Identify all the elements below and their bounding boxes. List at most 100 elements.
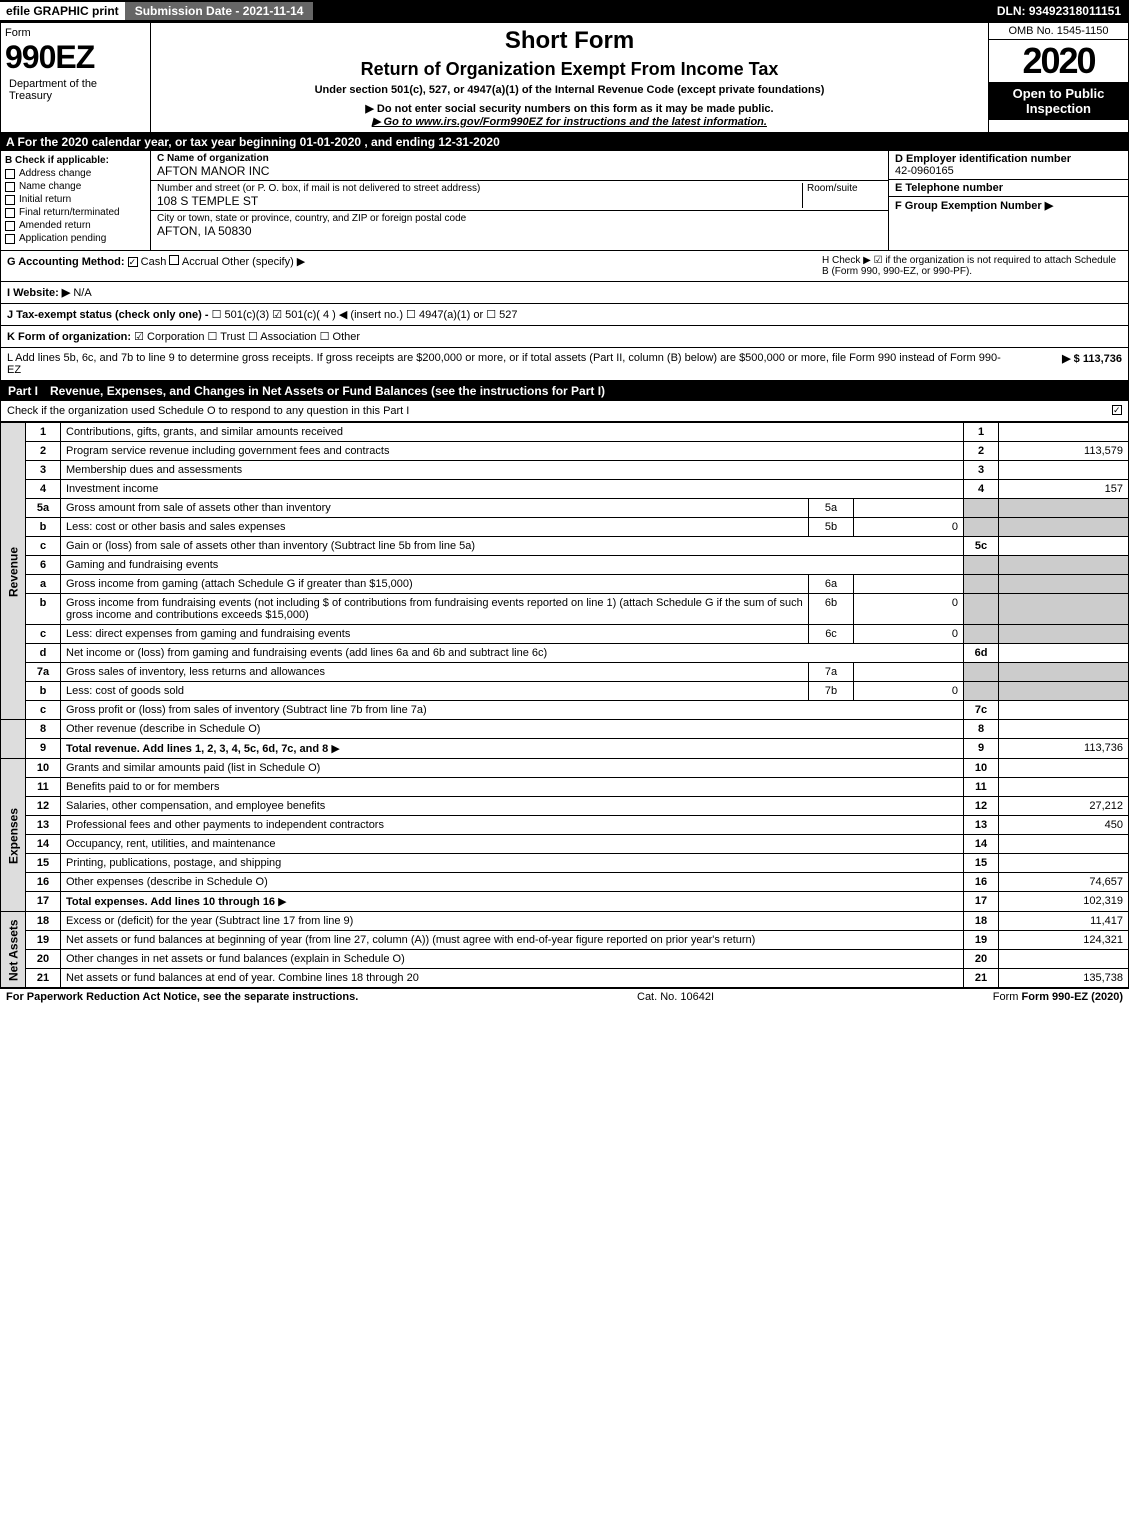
line-17: Total expenses. Add lines 10 through 16 … [61,892,964,912]
line-16-val: 74,657 [999,873,1129,892]
phone-label: E Telephone number [895,182,1122,194]
line-7a: Gross sales of inventory, less returns a… [61,663,809,682]
street-address: 108 S TEMPLE ST [157,194,802,208]
subtitle: Under section 501(c), 527, or 4947(a)(1)… [159,84,980,96]
check-accrual[interactable] [169,255,179,265]
line-9-val: 113,736 [999,739,1129,759]
line-7b-val: 0 [854,682,964,701]
check-schedule-o[interactable] [1112,405,1122,415]
line-2: Program service revenue including govern… [61,442,964,461]
footer-right: Form Form 990-EZ (2020) [993,991,1123,1003]
top-bar: efile GRAPHIC print Submission Date - 20… [0,0,1129,22]
check-address-change[interactable]: Address change [5,168,146,179]
line-13: Professional fees and other payments to … [61,816,964,835]
group-exemption-label: F Group Exemption Number ▶ [895,199,1122,212]
open-public: Open to Public Inspection [989,82,1128,120]
footer: For Paperwork Reduction Act Notice, see … [0,988,1129,1005]
tax-year: 2020 [989,40,1128,82]
line-4-val: 157 [999,480,1129,499]
netassets-label: Net Assets [1,912,26,988]
goto-link[interactable]: ▶ Go to www.irs.gov/Form990EZ for instru… [159,115,980,128]
section-g-h: G Accounting Method: Cash Accrual Other … [0,251,1129,282]
form-label: Form [5,27,146,39]
ssn-warning: ▶ Do not enter social security numbers o… [159,102,980,115]
form-number: 990EZ [5,39,146,76]
line-4: Investment income [61,480,964,499]
line-6a: Gross income from gaming (attach Schedul… [61,575,809,594]
section-b-title: B Check if applicable: [5,155,146,166]
check-initial-return[interactable]: Initial return [5,194,146,205]
line-20: Other changes in net assets or fund bala… [61,950,964,969]
line-2-val: 113,579 [999,442,1129,461]
dept-treasury: Department of the Treasury [5,76,146,104]
check-cash[interactable] [128,257,138,267]
check-name-change[interactable]: Name change [5,181,146,192]
website-value: N/A [73,287,91,299]
line-21: Net assets or fund balances at end of ye… [61,969,964,988]
section-l: L Add lines 5b, 6c, and 7b to line 9 to … [0,348,1129,381]
line-8: Other revenue (describe in Schedule O) [61,720,964,739]
omb-number: OMB No. 1545-1150 [989,23,1128,40]
check-final-return[interactable]: Final return/terminated [5,207,146,218]
line-16: Other expenses (describe in Schedule O) [61,873,964,892]
footer-left: For Paperwork Reduction Act Notice, see … [6,991,358,1003]
gross-receipts: ▶ $ 113,736 [1002,352,1122,376]
line-1: Contributions, gifts, grants, and simila… [61,423,964,442]
short-form-title: Short Form [159,27,980,55]
line-21-val: 135,738 [999,969,1129,988]
line-6: Gaming and fundraising events [61,556,964,575]
line-6b-val: 0 [854,594,964,625]
efile-label: efile GRAPHIC print [0,2,125,20]
ein-value: 42-0960165 [895,165,1122,177]
line-6b: Gross income from fundraising events (no… [61,594,809,625]
line-3: Membership dues and assessments [61,461,964,480]
line-18-val: 11,417 [999,912,1129,931]
period-bar: A For the 2020 calendar year, or tax yea… [0,133,1129,151]
part-1-table: Revenue 1Contributions, gifts, grants, a… [0,422,1129,988]
section-j: J Tax-exempt status (check only one) - ☐… [0,304,1129,326]
part-1-sub: Check if the organization used Schedule … [0,401,1129,422]
accounting-other: Other (specify) ▶ [222,256,306,268]
line-19: Net assets or fund balances at beginning… [61,931,964,950]
line-14: Occupancy, rent, utilities, and maintena… [61,835,964,854]
org-name: AFTON MANOR INC [157,164,882,178]
check-pending[interactable]: Application pending [5,233,146,244]
accounting-label: G Accounting Method: [7,256,125,268]
line-18: Excess or (deficit) for the year (Subtra… [61,912,964,931]
line-5b: Less: cost or other basis and sales expe… [61,518,809,537]
submission-date: Submission Date - 2021-11-14 [125,2,314,20]
line-19-val: 124,321 [999,931,1129,950]
line-7b: Less: cost of goods sold [61,682,809,701]
check-amended[interactable]: Amended return [5,220,146,231]
addr-label: Number and street (or P. O. box, if mail… [157,183,802,194]
line-12-val: 27,212 [999,797,1129,816]
line-6c-val: 0 [854,625,964,644]
city-label: City or town, state or province, country… [157,213,882,224]
line-11: Benefits paid to or for members [61,778,964,797]
part-1-header: Part I Revenue, Expenses, and Changes in… [0,381,1129,401]
expenses-label: Expenses [1,759,26,912]
line-6c: Less: direct expenses from gaming and fu… [61,625,809,644]
section-h: H Check ▶ ☑ if the organization is not r… [822,255,1122,277]
line-5c: Gain or (loss) from sale of assets other… [61,537,964,556]
line-6d: Net income or (loss) from gaming and fun… [61,644,964,663]
line-15: Printing, publications, postage, and shi… [61,854,964,873]
section-i: I Website: ▶ N/A [0,282,1129,304]
org-name-label: C Name of organization [157,153,882,164]
line-9: Total revenue. Add lines 1, 2, 3, 4, 5c,… [61,739,964,759]
line-12: Salaries, other compensation, and employ… [61,797,964,816]
main-title: Return of Organization Exempt From Incom… [159,59,980,80]
dln: DLN: 93492318011151 [997,4,1129,18]
line-13-val: 450 [999,816,1129,835]
section-k: K Form of organization: ☑ Corporation ☐ … [0,326,1129,348]
city-state-zip: AFTON, IA 50830 [157,224,882,238]
entity-info: B Check if applicable: Address change Na… [0,151,1129,251]
line-7c: Gross profit or (loss) from sales of inv… [61,701,964,720]
room-label: Room/suite [802,183,882,208]
line-17-val: 102,319 [999,892,1129,912]
revenue-label: Revenue [1,423,26,720]
ein-label: D Employer identification number [895,153,1122,165]
line-10: Grants and similar amounts paid (list in… [61,759,964,778]
form-header: Form 990EZ Department of the Treasury Sh… [0,22,1129,133]
footer-center: Cat. No. 10642I [637,991,714,1003]
